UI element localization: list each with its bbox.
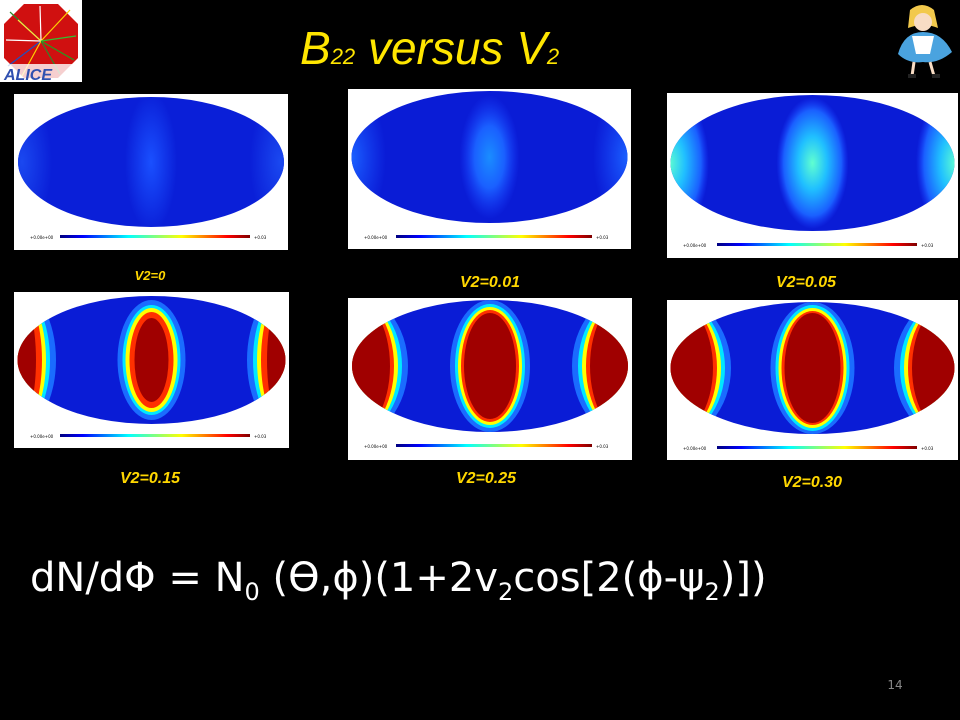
svg-text:+0.03: +0.03 xyxy=(254,235,267,240)
skymap-panel-v2-0-30: +0.00e+00 +0.03 xyxy=(667,300,958,460)
svg-text:+0.00e+00: +0.00e+00 xyxy=(364,235,388,240)
panel-label-v2-0-30: V2=0.30 xyxy=(781,474,843,491)
svg-text:+0.03: +0.03 xyxy=(596,444,609,449)
alice-cartoon-icon xyxy=(890,2,960,80)
panel-label-v2-0-01: V2=0.01 xyxy=(459,274,521,291)
svg-text:+0.00e+00: +0.00e+00 xyxy=(30,434,54,439)
svg-text:+0.03: +0.03 xyxy=(921,446,934,451)
svg-text:+0.00e+00: +0.00e+00 xyxy=(30,235,54,240)
svg-text:+0.00e+00: +0.00e+00 xyxy=(683,243,707,248)
panel-label-v2-0-25: V2=0.25 xyxy=(455,470,517,487)
svg-text:+0.03: +0.03 xyxy=(921,243,934,248)
panel-label-v2-0: V2=0 xyxy=(134,268,166,283)
page-number: 14 xyxy=(887,678,903,692)
svg-text:+0.03: +0.03 xyxy=(596,235,609,240)
panel-label-v2-0-15: V2=0.15 xyxy=(119,470,181,487)
skymap-panel-v2-0-05: +0.00e+00 +0.03 xyxy=(667,93,958,258)
skymap-panel-v2-0-25: +0.00e+00 +0.03 xyxy=(348,298,632,460)
alice-detector-logo: ALICE xyxy=(0,0,82,84)
skymap-panel-v2-0: +0.00e+00 +0.03 xyxy=(14,94,288,250)
svg-text:+0.00e+00: +0.00e+00 xyxy=(364,444,388,449)
panel-label-v2-0-05: V2=0.05 xyxy=(775,274,837,291)
skymap-panel-v2-0-15: +0.00e+00 +0.03 xyxy=(14,292,289,448)
svg-text:+0.00e+00: +0.00e+00 xyxy=(683,446,707,451)
svg-text:ALICE: ALICE xyxy=(3,67,53,82)
svg-text:+0.03: +0.03 xyxy=(254,434,267,439)
flow-formula: dN/dΦ = N0 (ϴ,ϕ)(1+2v2cos[2(ϕ-ψ2)]) xyxy=(30,555,767,606)
skymap-panel-v2-0-01: +0.00e+00 +0.03 xyxy=(348,89,631,249)
slide-title: B22 versus V2 xyxy=(300,22,560,74)
